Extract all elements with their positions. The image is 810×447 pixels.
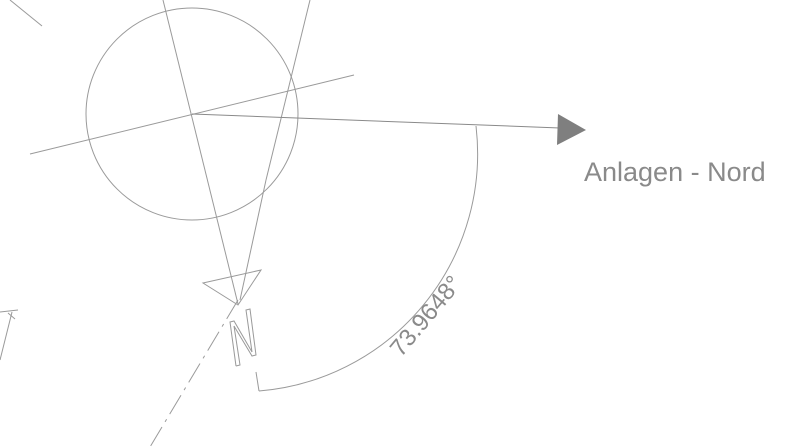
north-marker-triangle xyxy=(201,269,263,306)
angle-arc xyxy=(258,125,479,392)
north-letter-outline xyxy=(229,308,257,367)
angle-label: 73.9648° xyxy=(385,271,468,362)
left-edge-partial-mark xyxy=(0,309,19,361)
direction-label: Anlagen - Nord xyxy=(584,157,766,187)
angle-arc-end-tick xyxy=(255,371,260,392)
true-north-line xyxy=(265,0,311,181)
top-left-stub-line xyxy=(9,0,43,27)
dash-dot-axis-line xyxy=(149,299,239,447)
reference-circle xyxy=(85,7,299,221)
true-north-line-continuation xyxy=(239,179,267,301)
grid-north-line xyxy=(162,0,239,305)
anlagen-nord-arrow-line xyxy=(191,113,561,129)
anlagen-nord-arrowhead xyxy=(557,114,586,145)
